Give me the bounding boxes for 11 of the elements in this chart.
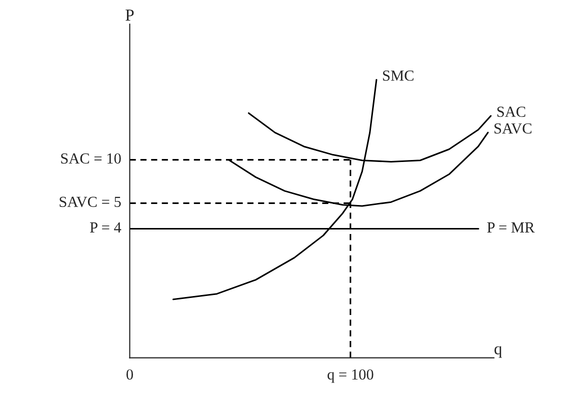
series-label: P = 4 [90, 222, 122, 232]
series-label: SAC = 10 [61, 153, 121, 164]
series-label: SAVC [494, 123, 532, 134]
series-label: SMC [383, 70, 414, 81]
x-tick-label: q = 100 [328, 369, 374, 383]
x-tick-label: 0 [126, 369, 133, 380]
x-axis-title: q [494, 346, 502, 358]
y-axis-title: P [126, 10, 134, 21]
annotation: P = MR [487, 222, 535, 232]
series-label: SAVC = 5 [60, 196, 121, 208]
series-label: SAC [497, 106, 526, 117]
